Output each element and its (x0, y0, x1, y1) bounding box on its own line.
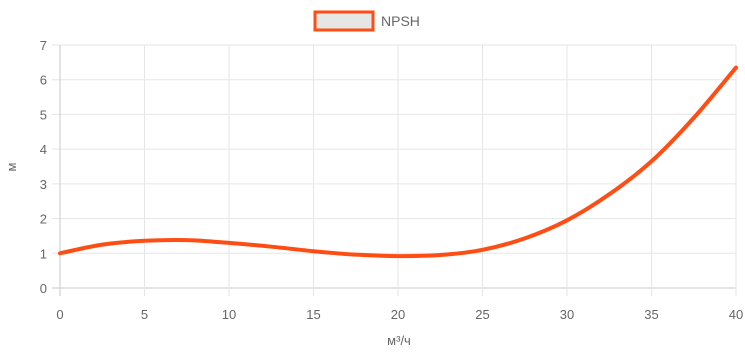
grid (52, 44, 737, 296)
axes: 0 1 2 3 4 5 6 7 0 5 10 15 20 25 30 35 40 (40, 38, 743, 322)
y-tick-label: 6 (40, 73, 47, 88)
x-axis-title: м³/ч (387, 333, 411, 348)
y-tick-label: 4 (40, 142, 47, 157)
series-line-npsh (58, 65, 738, 259)
x-tick-label: 10 (222, 307, 236, 322)
x-tick-label: 35 (644, 307, 658, 322)
x-tick-label: 5 (141, 307, 148, 322)
x-tick-label: 0 (56, 307, 63, 322)
series (58, 65, 738, 259)
x-tick-label: 20 (391, 307, 405, 322)
y-tick-label: 1 (40, 246, 47, 261)
legend[interactable]: NPSH (313, 10, 420, 32)
y-tick-label: 5 (40, 107, 47, 122)
y-tick-label: 0 (40, 281, 47, 296)
y-tick-label: 3 (40, 177, 47, 192)
legend-label-npsh[interactable]: NPSH (381, 13, 420, 29)
x-tick-label: 15 (306, 307, 320, 322)
x-tick-label: 30 (560, 307, 574, 322)
y-axis-title: м (4, 162, 19, 171)
x-tick-label: 40 (729, 307, 743, 322)
legend-swatch-npsh[interactable] (313, 10, 375, 32)
y-tick-label: 2 (40, 212, 47, 227)
y-tick-label: 7 (40, 38, 47, 53)
x-tick-label: 25 (475, 307, 489, 322)
